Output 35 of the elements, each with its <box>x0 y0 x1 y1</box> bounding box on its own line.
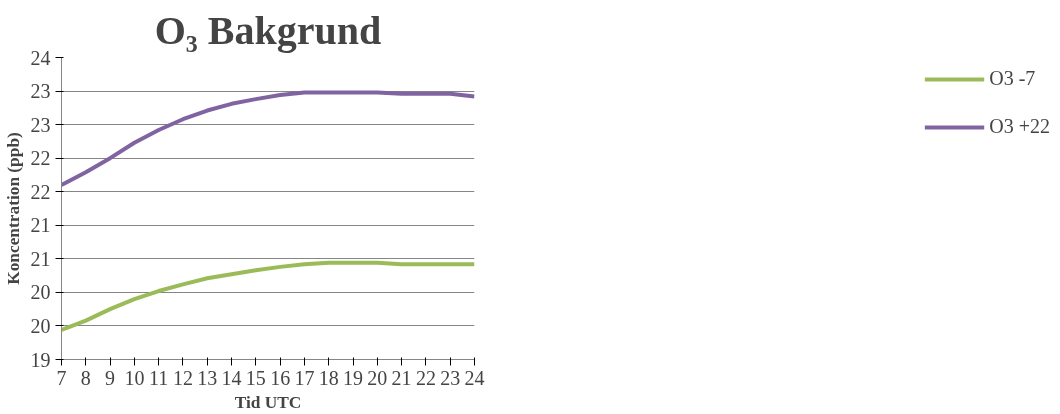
y-tick-label: 20 <box>30 314 51 337</box>
x-tick-label: 11 <box>149 366 169 389</box>
x-tick-label: 21 <box>391 366 412 389</box>
legend-label: O3 +22 <box>989 115 1050 138</box>
x-tick-label: 22 <box>415 366 436 389</box>
chart-title: O₃ Bakgrund <box>154 7 382 53</box>
x-axis-title: Tid UTC <box>234 392 302 412</box>
x-tick-label: 9 <box>105 366 116 389</box>
x-tick-label: 18 <box>318 366 339 389</box>
y-tick-label: 24 <box>30 46 51 69</box>
line-series <box>61 90 475 188</box>
y-tick-label: 21 <box>30 214 51 237</box>
x-tick-label: 12 <box>172 366 193 389</box>
y-tick-label: 22 <box>30 147 51 170</box>
x-tick-label: 14 <box>221 366 242 389</box>
x-tick-label: 10 <box>124 366 145 389</box>
y-tick-label: 23 <box>30 113 51 136</box>
y-axis-title: Koncentration (ppb) <box>3 131 23 285</box>
x-tick-label: 7 <box>56 366 67 389</box>
y-tick-label: 20 <box>30 281 51 304</box>
y-tick-label: 23 <box>30 80 51 103</box>
x-tick-label: 8 <box>80 366 91 389</box>
x-tick-label: 19 <box>343 366 364 389</box>
y-tick-label: 21 <box>30 247 51 270</box>
x-tick-label: 20 <box>367 366 388 389</box>
line-series <box>61 260 475 332</box>
x-tick-label: 15 <box>245 366 266 389</box>
y-tick-label: 22 <box>30 180 51 203</box>
x-tick-label: 17 <box>294 366 315 389</box>
x-tick-label: 16 <box>270 366 291 389</box>
y-tick-label: 19 <box>30 348 51 371</box>
x-tick-label: 23 <box>440 366 461 389</box>
x-tick-label: 24 <box>464 366 485 389</box>
x-tick-label: 13 <box>197 366 218 389</box>
legend-label: O3 -7 <box>989 67 1036 90</box>
